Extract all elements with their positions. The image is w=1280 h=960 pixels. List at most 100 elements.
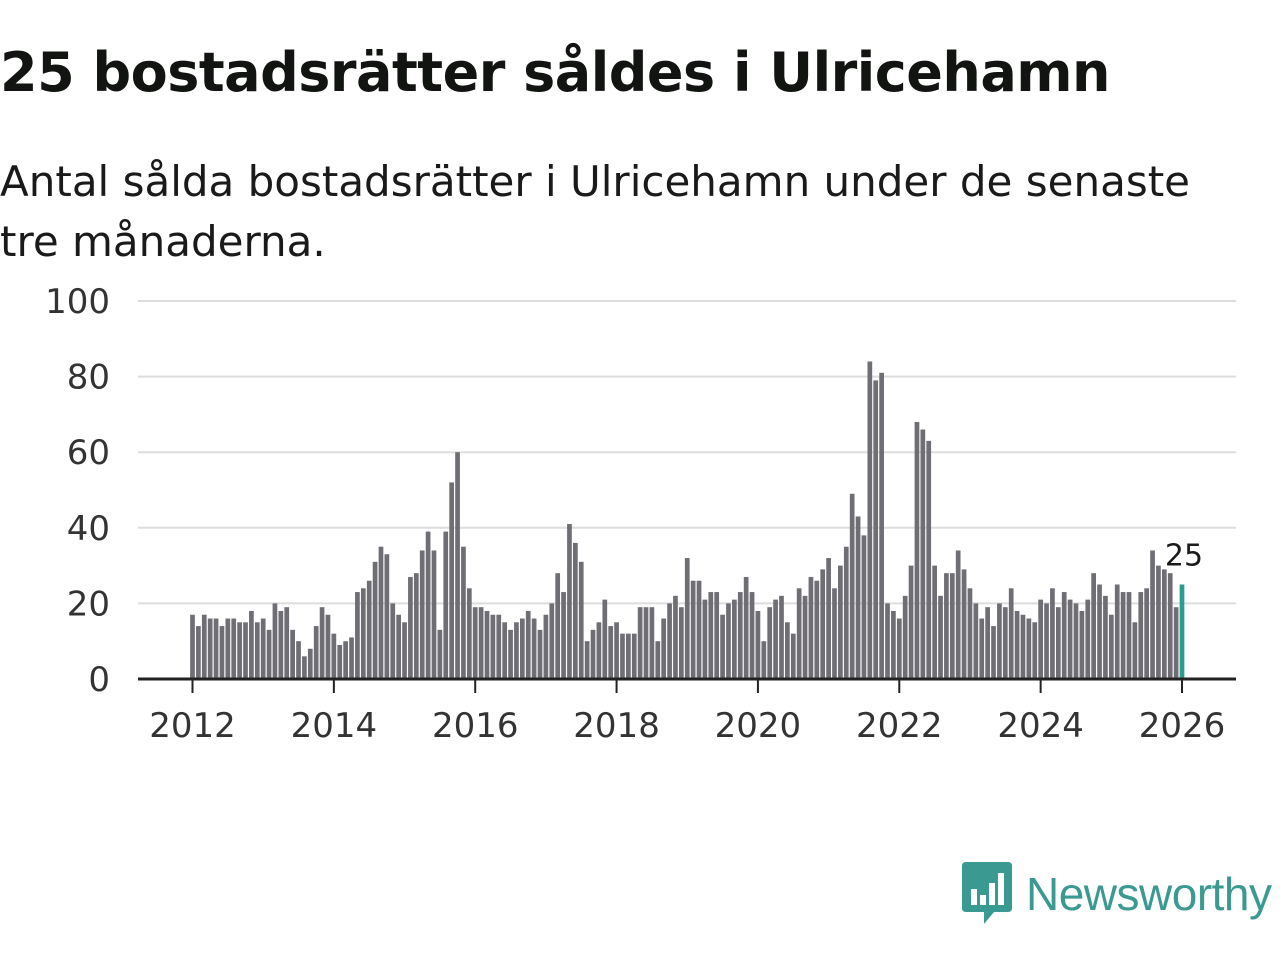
bar — [885, 603, 890, 679]
bar — [219, 626, 225, 679]
bar — [879, 372, 884, 679]
bar — [249, 610, 254, 679]
bar — [1103, 595, 1108, 679]
bar — [355, 592, 360, 679]
bar — [690, 580, 696, 679]
bar — [667, 603, 672, 679]
bar — [360, 588, 366, 679]
latest-value-label: 25 — [1165, 539, 1203, 574]
bar — [896, 618, 902, 679]
bar — [861, 535, 867, 679]
bar — [779, 595, 784, 679]
bar — [578, 561, 584, 679]
x-tick-label: 2014 — [291, 706, 378, 746]
bar — [714, 592, 720, 679]
bar — [708, 592, 714, 679]
bar — [755, 610, 761, 679]
bar — [325, 614, 331, 679]
bar — [390, 603, 396, 679]
bar — [1032, 622, 1038, 679]
bar — [213, 618, 219, 679]
newsworthy-logo[interactable]: Newsworthy — [962, 862, 1272, 926]
bar — [620, 633, 625, 679]
bar — [254, 622, 260, 679]
bar — [272, 603, 278, 679]
bar — [855, 516, 861, 679]
bar — [384, 554, 390, 679]
bar — [525, 610, 531, 679]
y-tick-label: 60 — [67, 433, 110, 473]
bar — [472, 607, 478, 679]
bar-latest — [1179, 584, 1185, 679]
bar — [1038, 599, 1043, 679]
x-tick-label: 2016 — [432, 706, 519, 746]
bar — [490, 614, 496, 679]
bar — [979, 618, 985, 679]
chart-title: 25 bostadsrätter såldes i Ulricehamn — [0, 41, 1111, 104]
y-tick-label: 100 — [45, 282, 110, 322]
bar — [431, 550, 437, 679]
bar — [1144, 588, 1150, 679]
bar — [378, 546, 384, 679]
newsworthy-logo-icon — [962, 862, 1012, 924]
bar — [461, 546, 466, 679]
bar — [814, 580, 820, 679]
bar — [337, 644, 343, 679]
bar — [502, 622, 508, 679]
y-tick-label: 20 — [67, 584, 110, 624]
bar — [531, 618, 537, 679]
bar — [1120, 592, 1126, 679]
bar — [1061, 592, 1067, 679]
bar — [237, 622, 242, 679]
bars — [190, 361, 1185, 679]
bar — [796, 588, 802, 679]
bar — [437, 629, 443, 679]
bar — [649, 607, 655, 679]
bar — [408, 576, 413, 679]
bar — [1097, 584, 1102, 679]
bar — [425, 531, 431, 679]
bar — [826, 558, 831, 679]
bar — [1138, 592, 1144, 679]
bar — [908, 565, 914, 679]
bar — [307, 648, 313, 679]
bar — [1044, 603, 1049, 679]
bar — [849, 493, 855, 679]
bar — [1055, 607, 1061, 679]
chart-subtitle: Antal sålda bostadsrätter i Ulricehamn u… — [0, 157, 1191, 266]
bar — [331, 633, 337, 679]
bar — [201, 614, 207, 679]
bar — [790, 633, 796, 679]
bar — [1085, 599, 1091, 679]
bar — [455, 452, 460, 679]
bar — [207, 618, 213, 679]
x-axis-labels: 2012 2014 2016 2018 2020 2022 2024 2026 — [149, 706, 1225, 746]
bar — [802, 595, 808, 679]
bar — [1161, 569, 1167, 679]
bar — [584, 641, 590, 679]
bar — [726, 603, 731, 679]
bar — [967, 588, 973, 679]
bar — [366, 580, 372, 679]
bar — [266, 629, 272, 679]
bar — [808, 576, 814, 679]
bar — [1173, 607, 1179, 679]
bar — [684, 558, 690, 679]
bar — [372, 561, 378, 679]
bar — [655, 641, 661, 679]
x-tick-label: 2022 — [856, 706, 943, 746]
bar — [785, 622, 790, 679]
bar — [938, 595, 943, 679]
y-tick-label: 0 — [88, 660, 110, 700]
bar — [891, 610, 896, 679]
bar — [873, 380, 879, 679]
bar — [443, 531, 449, 679]
bar — [1126, 592, 1132, 679]
bar — [1020, 614, 1026, 679]
bar — [767, 607, 773, 679]
bar — [1026, 618, 1032, 679]
bar — [838, 565, 843, 679]
bar — [514, 622, 519, 679]
bar — [549, 603, 555, 679]
bar — [679, 607, 684, 679]
